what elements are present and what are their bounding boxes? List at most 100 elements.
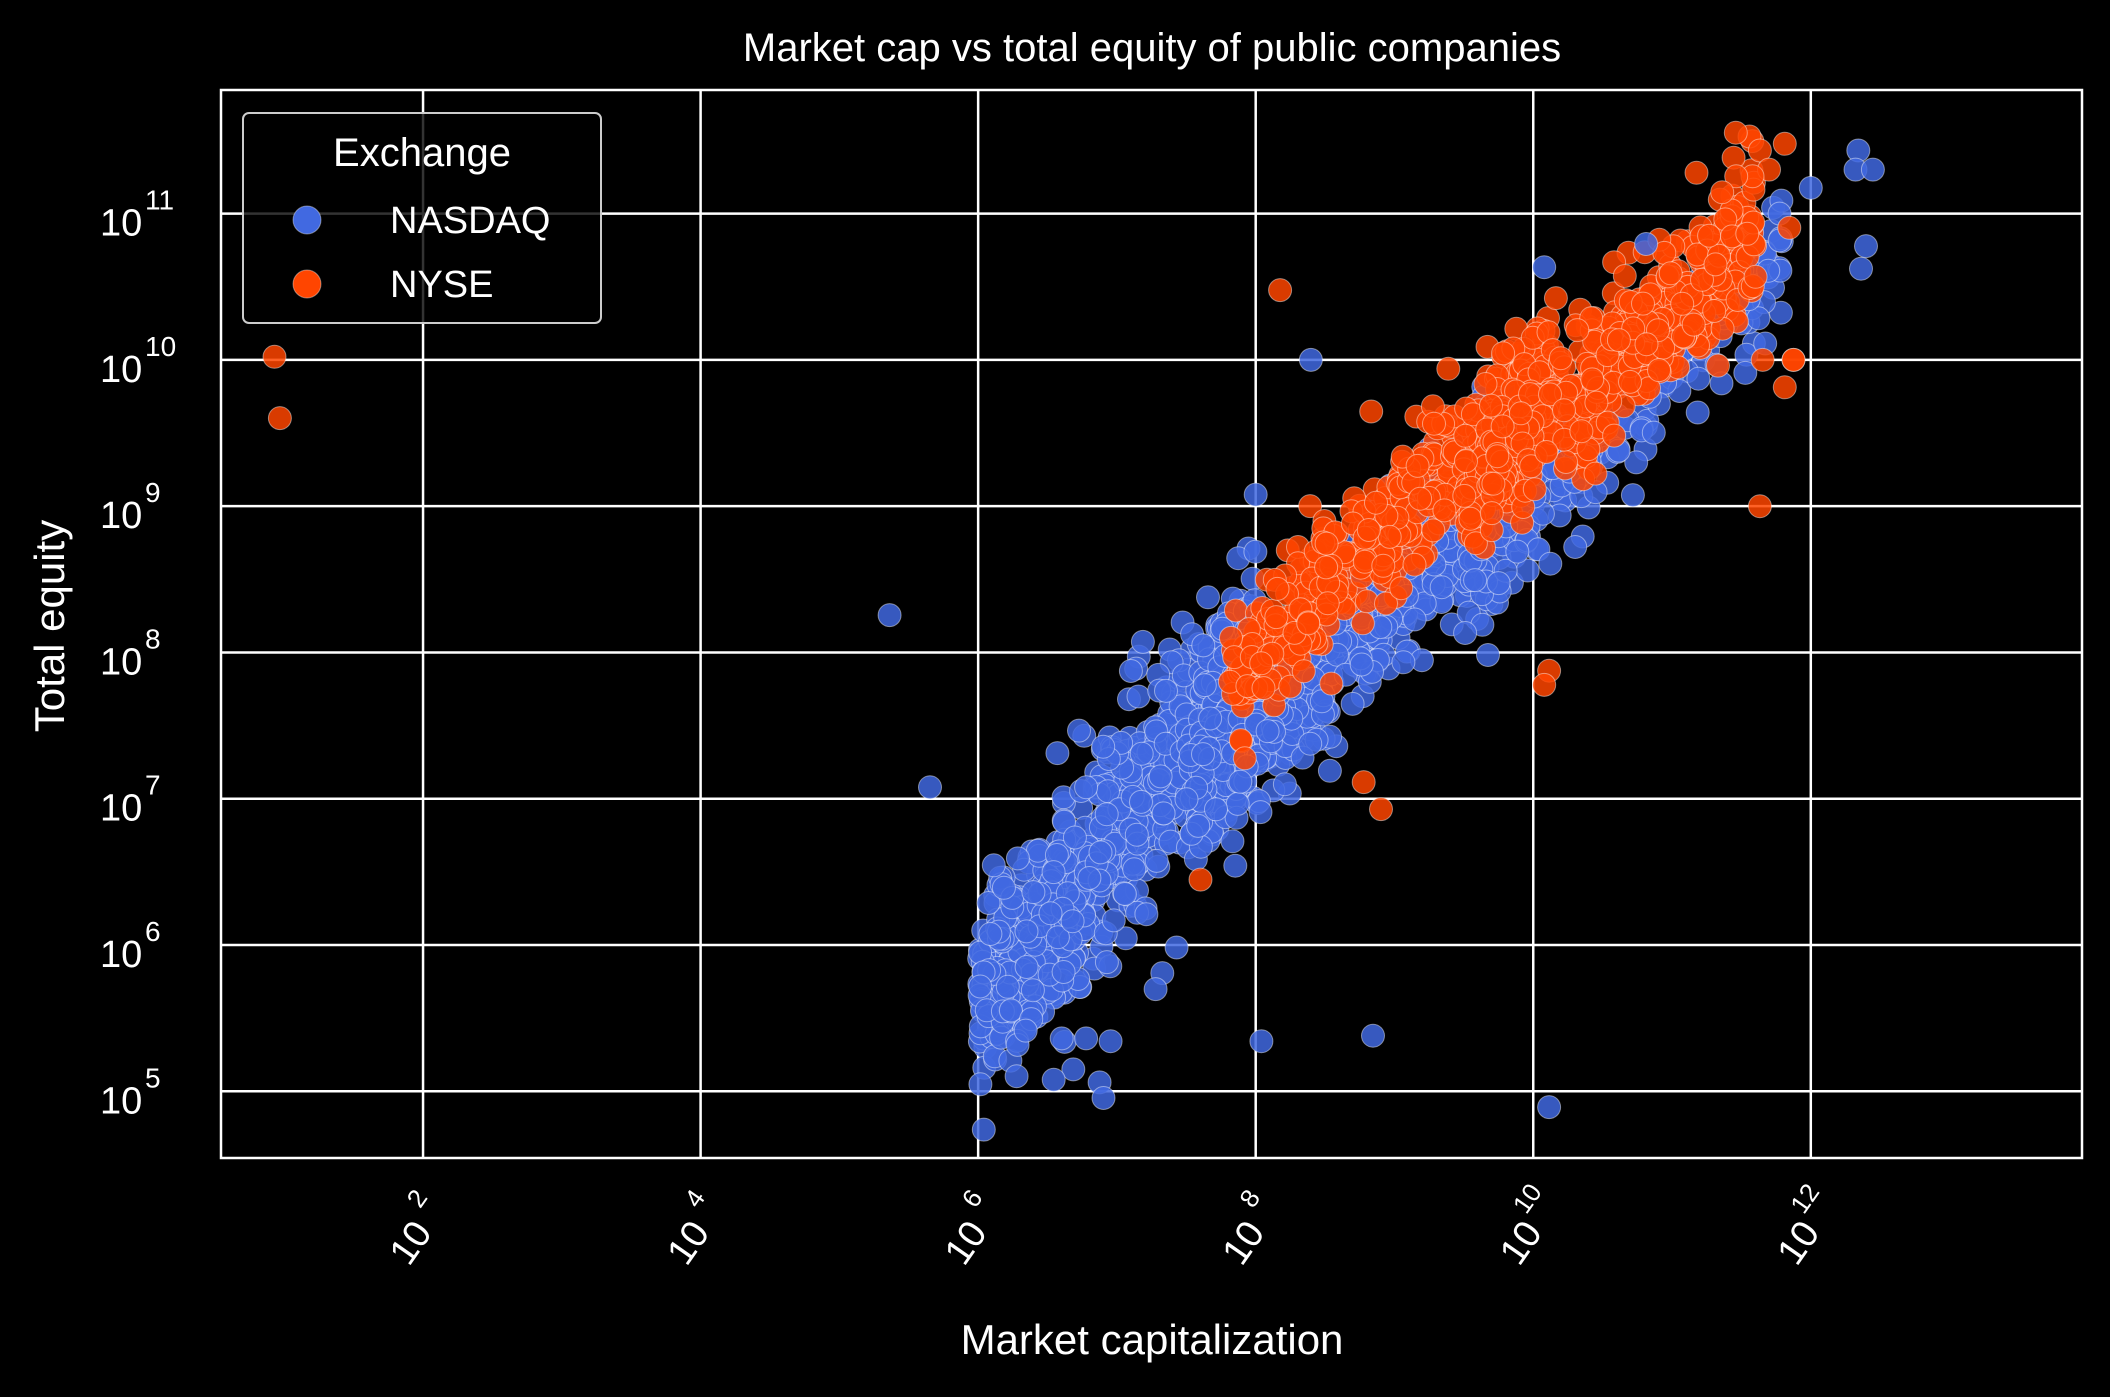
data-point [1552,398,1576,423]
data-point [1563,535,1588,559]
data-point [978,922,1003,946]
data-point [1641,420,1666,445]
data-point [971,1117,996,1142]
legend-title: Exchange [333,131,511,175]
data-point [1534,440,1559,464]
data-point [1041,860,1066,885]
data-point [1349,652,1374,677]
data-point [1548,346,1573,371]
data-point [1045,741,1070,766]
svg-text:11: 11 [145,185,174,216]
data-point [1371,553,1396,578]
data-point [1580,367,1605,392]
data-point [1377,524,1402,549]
data-point [1118,659,1143,683]
data-point [1743,264,1768,289]
data-point [1191,633,1216,658]
data-point [1453,621,1478,645]
data-point [1314,555,1339,580]
data-point [1537,1095,1562,1120]
data-point [1364,490,1388,515]
svg-text:8: 8 [145,623,161,654]
data-point [1565,318,1590,343]
data-point [1408,486,1433,511]
data-point [1702,299,1727,323]
data-point [1098,1029,1123,1054]
data-point [1670,291,1695,316]
data-point [1232,746,1257,771]
data-point [1223,853,1248,878]
svg-text:5: 5 [145,1062,161,1093]
data-point [1319,671,1344,696]
y-tick-label: 106 [100,916,161,976]
data-point [1126,684,1151,709]
data-point [1067,718,1091,743]
data-point [1479,501,1504,526]
data-point [1735,221,1760,246]
data-point [1479,393,1503,418]
data-point [877,603,902,628]
data-point [1747,494,1772,519]
svg-text:7: 7 [145,770,161,801]
data-point [1005,846,1030,871]
svg-text:10: 10 [100,349,142,391]
legend-entry: NASDAQ [292,200,550,242]
data-point [1532,672,1557,697]
data-point [1122,857,1147,882]
data-point [1188,867,1213,892]
data-point [1402,552,1427,577]
data-point [1681,312,1706,337]
data-point [1391,650,1416,675]
data-point [1315,591,1340,616]
svg-text:10: 10 [100,788,142,830]
data-point [1429,575,1454,600]
data-point [1101,908,1126,933]
data-point [1020,978,1045,1003]
data-point [1405,453,1430,478]
legend-box [242,112,602,324]
legend: Exchange NASDAQ NYSE [242,112,602,324]
data-point [1685,400,1710,425]
data-point [1772,131,1797,156]
data-point [1038,901,1063,926]
data-point [1454,449,1478,474]
data-point [968,974,993,999]
data-point [1750,347,1775,372]
data-point [1174,787,1199,812]
data-point [1781,347,1806,372]
data-point [1491,341,1516,366]
data-point [968,1072,993,1097]
data-point [1584,390,1609,415]
data-point [991,875,1016,900]
data-point [1618,369,1642,394]
data-point [1356,518,1381,542]
data-point [1463,568,1488,593]
data-point [1091,1086,1116,1110]
data-point [1249,1029,1274,1054]
data-point [1014,919,1039,944]
chart-title: Market cap vs total equity of public com… [743,26,1561,70]
data-point [1747,138,1772,163]
data-point [1061,1057,1086,1082]
data-point [1074,775,1099,800]
data-point [1151,801,1176,826]
data-point [1049,1026,1074,1051]
legend-label: NYSE [390,264,493,306]
data-point [1350,611,1375,636]
data-point [1402,607,1427,632]
y-axis-label: Total equity [26,520,73,732]
data-point [995,974,1020,999]
data-point [981,853,1006,878]
data-point [1634,232,1659,256]
svg-text:10: 10 [100,641,142,683]
data-point [1298,494,1323,519]
data-point [262,344,287,369]
data-points [262,120,1885,1142]
y-tick-label: 105 [100,1062,161,1122]
grid-lines [221,90,2082,1158]
data-point [1634,332,1659,357]
data-point [1658,261,1683,286]
data-point [1624,450,1649,475]
data-point [267,406,292,431]
